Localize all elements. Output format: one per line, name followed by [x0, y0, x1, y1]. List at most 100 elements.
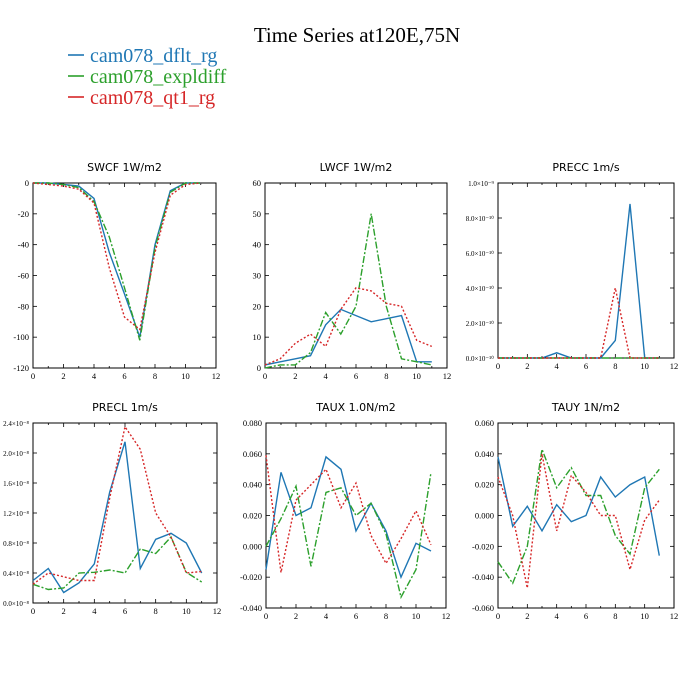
ytick-label-precl: 0.8×10⁻⁸	[3, 540, 29, 548]
ytick-label-precl: 2.0×10⁻⁸	[3, 450, 29, 458]
series-line-expldiff-taux	[265, 472, 432, 600]
xtick-label-precc: 12	[670, 361, 679, 371]
xtick-label-precl: 0	[31, 606, 35, 616]
panel-title-precl: PRECL 1m/s	[92, 401, 158, 414]
plot-frame-lwcf	[264, 182, 448, 369]
xtick-label-taux: 6	[354, 611, 358, 621]
xtick-label-precl: 10	[182, 606, 191, 616]
panel-title-taux: TAUX 1.0N/m2	[315, 401, 396, 414]
xtick-label-precl: 4	[92, 606, 97, 616]
ytick-label-precc: 2.0×10⁻¹⁰	[466, 320, 494, 328]
legend-entry-dflt: cam078_dflt_rg	[68, 45, 217, 67]
ytick-label-swcf: -120	[13, 363, 29, 373]
panel-swcf: SWCF 1W/m2 0 2 4 6 8 10 12 0 -20 -40 -60 -80 -100 -120	[13, 161, 220, 381]
series-line-qt1-tauy	[497, 453, 660, 589]
panel-precc: PRECC 1m/s 0 2 4 6 8 10 12 0.0×10⁻¹⁰ 2.0×10⁻¹⁰ 4.0…	[466, 161, 679, 371]
ytick-label-lwcf: 20	[253, 301, 262, 311]
panel-title-lwcf: LWCF 1W/m2	[320, 161, 393, 174]
xtick-label-precc: 2	[525, 361, 529, 371]
legend-label-expldiff: cam078_expldiff	[90, 66, 227, 88]
ytick-label-lwcf: 10	[253, 332, 262, 342]
ytick-label-precc: 0.0×10⁻¹⁰	[466, 355, 494, 363]
legend-entry-expldiff: cam078_expldiff	[68, 66, 227, 88]
ytick-label-precc: 1.0×10⁻⁹	[468, 180, 494, 188]
series-line-expldiff-precl	[32, 535, 203, 591]
ytick-label-swcf: -40	[18, 240, 29, 250]
xtick-label-taux: 2	[294, 611, 298, 621]
ytick-label-lwcf: 40	[253, 240, 262, 250]
xtick-label-taux: 0	[264, 611, 268, 621]
ytick-label-precc: 8.0×10⁻¹⁰	[466, 215, 494, 223]
xtick-label-tauy: 12	[670, 611, 679, 621]
panel-taux: TAUX 1.0N/m2 0 2 4 6 8 10 12 -0.040 -0.020 0.000 0.…	[240, 401, 450, 621]
xtick-label-tauy: 8	[613, 611, 617, 621]
xtick-label-lwcf: 0	[263, 371, 267, 381]
figure-title: Time Series at120E,75N	[254, 23, 460, 47]
xtick-label-precl: 6	[123, 606, 127, 616]
ytick-label-tauy: 0.060	[475, 418, 494, 428]
xtick-label-precl: 2	[62, 606, 66, 616]
panel-title-swcf: SWCF 1W/m2	[87, 161, 162, 174]
xtick-label-precl: 12	[213, 606, 222, 616]
ytick-label-precl: 1.6×10⁻⁸	[3, 480, 29, 488]
ytick-label-lwcf: 0	[257, 363, 261, 373]
ytick-label-taux: 0.000	[243, 541, 262, 551]
xtick-label-swcf: 2	[61, 371, 65, 381]
ytick-label-precc: 6.0×10⁻¹⁰	[466, 250, 494, 258]
xtick-label-swcf: 6	[122, 371, 126, 381]
series-line-qt1-taux	[265, 455, 432, 573]
plot-frame-swcf	[32, 182, 217, 369]
ytick-label-taux: -0.040	[240, 603, 262, 613]
xtick-label-taux: 12	[442, 611, 451, 621]
xtick-label-precc: 6	[584, 361, 588, 371]
xtick-label-tauy: 0	[496, 611, 500, 621]
series-line-dflt-taux	[265, 455, 432, 580]
series-line-dflt-swcf	[33, 182, 201, 338]
xtick-label-tauy: 2	[525, 611, 529, 621]
series-line-dflt-tauy	[497, 456, 660, 556]
ytick-label-taux: 0.040	[243, 480, 262, 490]
xtick-label-taux: 8	[384, 611, 388, 621]
ytick-label-precc: 4.0×10⁻¹⁰	[466, 285, 494, 293]
ytick-label-tauy: 0.020	[475, 480, 494, 490]
series-line-expldiff-swcf	[33, 182, 201, 341]
series-line-expldiff-lwcf	[264, 213, 432, 369]
series-line-qt1-swcf	[32, 182, 201, 331]
ytick-label-precl: 0.4×10⁻⁸	[3, 570, 29, 578]
panel-precl: PRECL 1m/s 0 2 4 6 8 10 12 0.0×10⁻⁸ 0.4×10⁻⁸ 0.8×1…	[3, 401, 221, 616]
legend-entry-qt1: cam078_qt1_rg	[68, 87, 215, 109]
xtick-label-tauy: 10	[640, 611, 649, 621]
ytick-label-precl: 1.2×10⁻⁸	[3, 510, 29, 518]
xtick-label-swcf: 4	[92, 371, 97, 381]
panel-title-precc: PRECC 1m/s	[552, 161, 620, 174]
xtick-label-taux: 10	[412, 611, 421, 621]
xtick-label-precc: 8	[613, 361, 617, 371]
ytick-label-precl: 0.0×10⁻⁸	[3, 600, 29, 608]
ytick-label-swcf: -80	[18, 301, 29, 311]
ytick-label-taux: 0.060	[243, 449, 262, 459]
ytick-label-taux: -0.020	[240, 572, 262, 582]
xtick-label-precc: 0	[496, 361, 500, 371]
legend: cam078_dflt_rg cam078_expldiff cam078_qt…	[68, 45, 227, 109]
series-line-qt1-lwcf	[264, 287, 433, 366]
ytick-label-swcf: 0	[25, 178, 29, 188]
panels: SWCF 1W/m2 0 2 4 6 8 10 12 0 -20 -40 -60 -80 -100 -120…	[3, 161, 678, 621]
xtick-label-precc: 4	[555, 361, 560, 371]
xtick-label-swcf: 12	[212, 371, 221, 381]
ytick-label-swcf: -60	[18, 271, 29, 281]
xtick-label-swcf: 8	[153, 371, 157, 381]
panel-lwcf: LWCF 1W/m2 0 2 4 6 8 10 12 0 10 20 30 40 50 60	[253, 161, 452, 381]
ytick-label-swcf: -100	[13, 332, 29, 342]
legend-label-dflt: cam078_dflt_rg	[90, 45, 217, 67]
ytick-label-lwcf: 30	[253, 271, 262, 281]
xtick-label-lwcf: 4	[324, 371, 329, 381]
plot-frame-precl	[32, 422, 218, 604]
series-line-dflt-lwcf	[264, 308, 432, 366]
ytick-label-precl: 2.4×10⁻⁸	[3, 420, 29, 428]
ytick-label-taux: 0.080	[243, 418, 262, 428]
ytick-label-taux: 0.020	[243, 511, 262, 521]
legend-label-qt1: cam078_qt1_rg	[90, 87, 215, 109]
xtick-label-tauy: 4	[555, 611, 560, 621]
xtick-label-lwcf: 10	[412, 371, 421, 381]
